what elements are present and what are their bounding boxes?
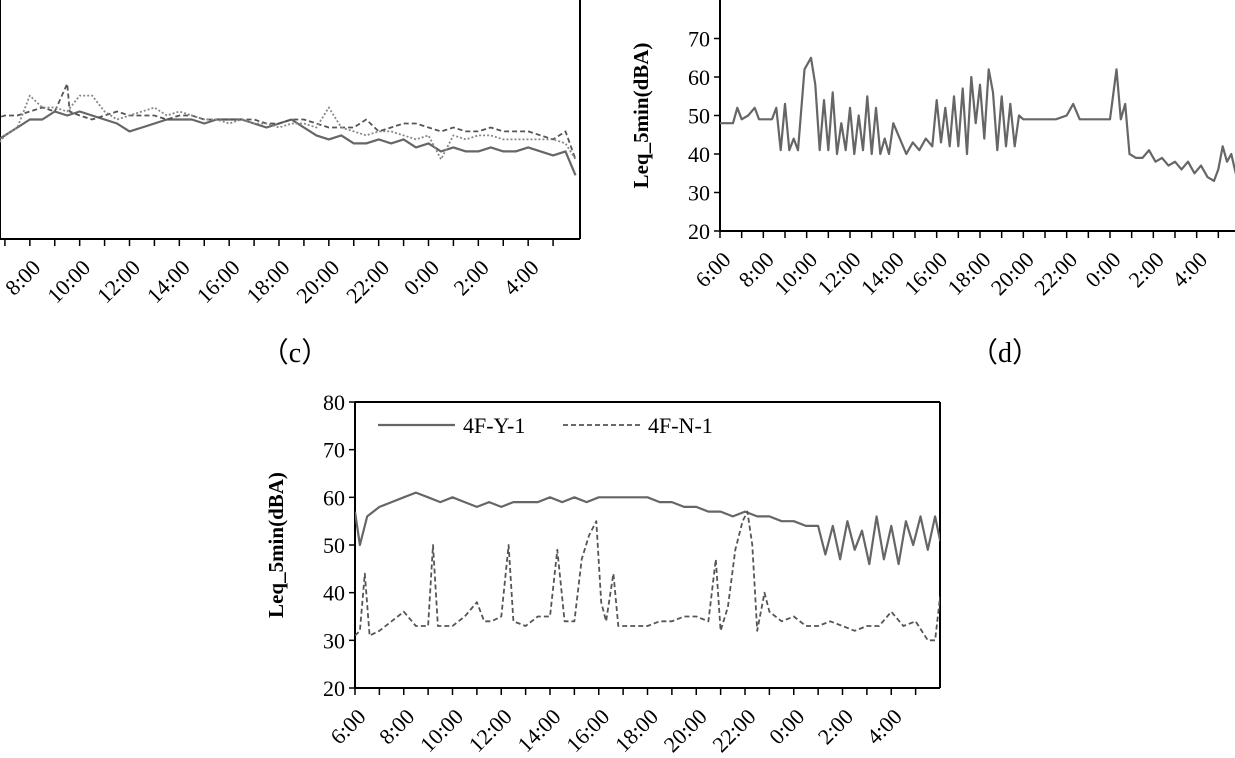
x-tick-label: 8:00	[374, 704, 419, 749]
x-tick-label: 20:00	[291, 255, 344, 308]
x-tick-label: 10:00	[415, 704, 468, 757]
x-tick-label: 2:00	[1124, 247, 1169, 292]
panel-label: （d）	[970, 337, 1040, 369]
x-tick-label: 8:00	[0, 255, 45, 300]
panel-label: （c）	[261, 337, 329, 369]
series-line-1	[355, 491, 940, 566]
y-tick-label: 80	[323, 390, 345, 415]
y-tick-label: 30	[323, 628, 345, 653]
y-tick-label: 70	[688, 27, 710, 52]
x-tick-label: 20:00	[986, 247, 1039, 300]
x-tick-label: 18:00	[241, 255, 294, 308]
y-axis-label: Leq_5min(dBA)	[629, 43, 653, 189]
x-tick-label: 2:00	[449, 255, 494, 300]
x-tick-label: 14:00	[856, 247, 909, 300]
x-tick-label: 0:00	[399, 255, 444, 300]
x-tick-label: 0:00	[1080, 247, 1125, 292]
x-tick-label: 0:00	[764, 704, 809, 749]
x-tick-label: 12:00	[812, 247, 865, 300]
x-tick-label: 16:00	[561, 704, 614, 757]
x-tick-label: 10:00	[42, 255, 95, 308]
y-tick-label: 60	[688, 65, 710, 90]
y-tick-label: 20	[688, 219, 710, 244]
y-tick-label: 30	[688, 181, 710, 206]
y-axis-label: Leq_5min(dBA)	[264, 472, 288, 618]
y-tick-label: 40	[688, 142, 710, 167]
x-tick-label: 22:00	[1029, 247, 1082, 300]
x-tick-label: 16:00	[899, 247, 952, 300]
y-tick-label: 50	[323, 533, 345, 558]
x-tick-label: 4:00	[1167, 247, 1212, 292]
series-line-3	[0, 94, 577, 161]
x-tick-label: 12:00	[92, 255, 145, 308]
series-line-2	[355, 510, 940, 642]
legend-label: 4F-N-1	[648, 413, 713, 438]
series-line-1	[720, 56, 1235, 182]
y-tick-label: 40	[323, 581, 345, 606]
x-tick-label: 18:00	[610, 704, 663, 757]
x-tick-label: 6:00	[690, 247, 735, 292]
x-tick-label: 14:00	[142, 255, 195, 308]
y-tick-label: 70	[323, 438, 345, 463]
x-tick-label: 4:00	[498, 255, 543, 300]
x-tick-label: 18:00	[942, 247, 995, 300]
x-tick-label: 16:00	[192, 255, 245, 308]
y-tick-label: 50	[688, 104, 710, 129]
x-tick-label: 10:00	[769, 247, 822, 300]
x-tick-label: 14:00	[512, 704, 565, 757]
x-tick-label: 2:00	[813, 704, 858, 749]
y-tick-label: 20	[323, 676, 345, 701]
x-tick-label: 6:00	[325, 704, 370, 749]
x-tick-label: 12:00	[464, 704, 517, 757]
y-tick-label: 60	[323, 485, 345, 510]
x-tick-label: 4:00	[861, 704, 906, 749]
x-tick-label: 22:00	[341, 255, 394, 308]
x-tick-label: 22:00	[707, 704, 760, 757]
x-tick-label: 20:00	[659, 704, 712, 757]
legend-label: 4F-Y-1	[463, 413, 525, 438]
series-line-2	[0, 82, 577, 160]
